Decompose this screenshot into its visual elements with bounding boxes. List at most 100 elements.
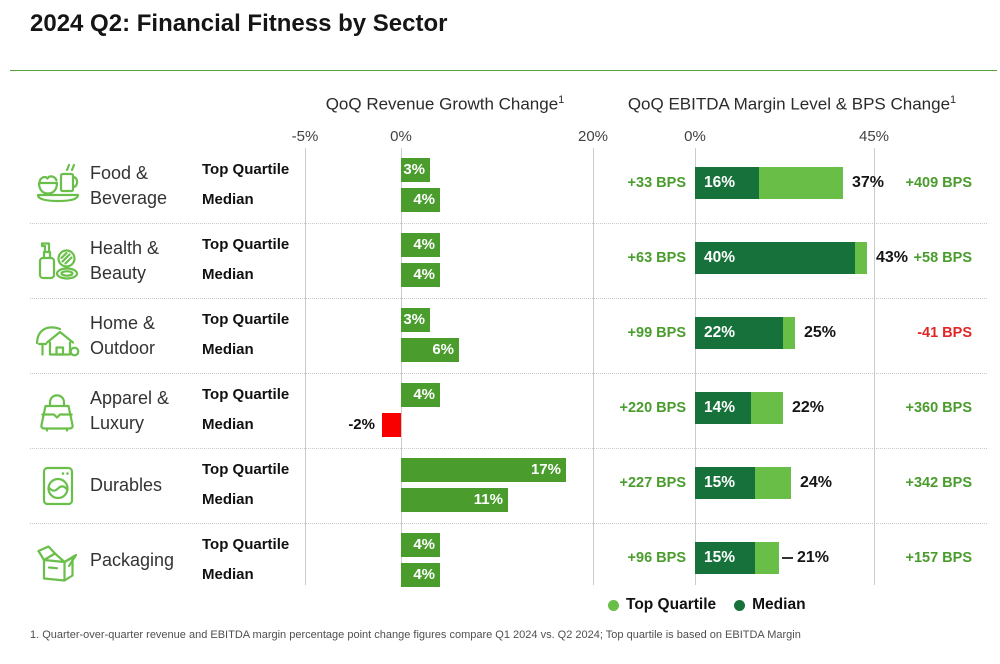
- median-bps-change: +99 BPS: [627, 325, 686, 341]
- ebitda-top-quartile-segment: [783, 317, 795, 349]
- bar-value-label: 3%: [403, 161, 425, 178]
- ebitda-median-segment: 15%: [695, 542, 755, 574]
- median-bps-change: +33 BPS: [627, 175, 686, 191]
- sector-label: Packaging: [90, 523, 202, 598]
- legend: Top Quartile Median: [608, 596, 806, 614]
- bar-total-label: 24%: [800, 474, 833, 491]
- legend-item-median: Median: [734, 596, 806, 614]
- bar-value-label: 3%: [403, 311, 425, 328]
- legend-label: Top Quartile: [626, 596, 717, 613]
- gridline: [305, 148, 306, 585]
- revenue-top-quartile-bar: 4%: [401, 383, 440, 407]
- ebitda-margin-bar: 16%: [695, 167, 843, 199]
- ebitda-median-segment: 40%: [695, 242, 855, 274]
- ebitda-median-segment: 15%: [695, 467, 755, 499]
- footnote: 1. Quarter-over-quarter revenue and EBIT…: [30, 629, 801, 641]
- packaging-icon: [30, 523, 86, 598]
- sector-label-line: Beverage: [90, 187, 168, 208]
- top-quartile-dot-icon: [608, 599, 619, 611]
- ebitda-axis-tick: 45%: [858, 128, 890, 145]
- sector-label: Health & Beauty: [90, 223, 202, 298]
- sector-label: Durables: [90, 448, 202, 523]
- revenue-top-quartile-bar: 3%: [401, 158, 430, 182]
- bar-total-label: 25%: [804, 324, 837, 341]
- bar-value-label: 15%: [704, 474, 736, 491]
- top-quartile-bps-change: +409 BPS: [905, 175, 972, 191]
- ebitda-margin-bar: 14%: [695, 392, 783, 424]
- revenue-top-quartile-bar: 4%: [401, 233, 440, 257]
- median-dot-icon: [734, 599, 746, 611]
- sector-label-line: Apparel &: [90, 388, 170, 409]
- revenue-chart-title: QoQ Revenue Growth Change1: [326, 94, 565, 115]
- footnote-marker: 1: [558, 94, 565, 106]
- top-quartile-row-label: Top Quartile: [202, 311, 290, 328]
- revenue-median-bar: 11%: [401, 488, 508, 512]
- sector-label-line: Health &: [90, 238, 160, 259]
- ebitda-axis-tick: 0%: [684, 128, 706, 145]
- revenue-axis-tick: 0%: [390, 128, 412, 145]
- ebitda-margin-bar: 15%: [695, 542, 779, 574]
- revenue-median-bar-negative: [382, 413, 401, 437]
- revenue-chart-title-text: QoQ Revenue Growth Change: [325, 94, 559, 114]
- row-separator: [30, 298, 987, 299]
- median-row-label: Median: [202, 191, 254, 208]
- sector-label-line: Beauty: [90, 262, 147, 283]
- revenue-axis-tick: -5%: [291, 128, 319, 145]
- bar-total-label: 21%: [797, 549, 830, 566]
- home-outdoor-icon: [30, 298, 86, 373]
- footnote-marker: 1: [950, 94, 957, 106]
- bar-total-label: 43%: [876, 249, 909, 266]
- bar-value-label: 6%: [432, 341, 454, 358]
- sector-label: Apparel & Luxury: [90, 373, 202, 448]
- bar-value-label: 4%: [413, 566, 435, 583]
- bar-value-label: 11%: [473, 491, 503, 508]
- sector-label-line: Packaging: [90, 550, 175, 571]
- revenue-median-bar: 4%: [401, 563, 440, 587]
- bar-value-label: 14%: [704, 399, 736, 416]
- bar-total-label: 37%: [852, 174, 885, 191]
- median-bps-change: +96 BPS: [627, 550, 686, 566]
- median-row-label: Median: [202, 266, 254, 283]
- bar-total-label: 22%: [792, 399, 825, 416]
- top-quartile-bps-change: +342 BPS: [905, 475, 972, 491]
- sector-label-line: Luxury: [90, 412, 145, 433]
- revenue-axis-tick: 20%: [577, 128, 609, 145]
- median-row-label: Median: [202, 491, 254, 508]
- health-beauty-icon: [30, 223, 86, 298]
- top-quartile-bps-change: -41 BPS: [917, 325, 972, 341]
- sector-label-line: Food &: [90, 163, 149, 184]
- legend-label: Median: [752, 596, 806, 613]
- revenue-top-quartile-bar: 4%: [401, 533, 440, 557]
- median-bps-change: +63 BPS: [627, 250, 686, 266]
- sector-label-line: Durables: [90, 475, 163, 496]
- sector-label-line: Outdoor: [90, 337, 156, 358]
- ebitda-top-quartile-segment: [759, 167, 843, 199]
- revenue-median-bar: 4%: [401, 188, 440, 212]
- top-quartile-row-label: Top Quartile: [202, 536, 290, 553]
- bar-value-label: 40%: [704, 249, 736, 266]
- ebitda-top-quartile-segment: [855, 242, 867, 274]
- median-row-label: Median: [202, 566, 254, 583]
- revenue-top-quartile-bar: 3%: [401, 308, 430, 332]
- revenue-median-bar: 6%: [401, 338, 459, 362]
- ebitda-top-quartile-segment: [755, 542, 779, 574]
- bar-value-label: 4%: [413, 191, 435, 208]
- median-bps-change: +227 BPS: [619, 475, 686, 491]
- ebitda-top-quartile-segment: [751, 392, 783, 424]
- revenue-top-quartile-bar: 17%: [401, 458, 566, 482]
- bar-value-label: 15%: [704, 549, 736, 566]
- ebitda-top-quartile-segment: [755, 467, 791, 499]
- median-row-label: Median: [202, 416, 254, 433]
- gridline: [695, 148, 696, 585]
- ebitda-margin-bar: 15%: [695, 467, 791, 499]
- apparel-luxury-icon: [30, 373, 86, 448]
- top-quartile-row-label: Top Quartile: [202, 161, 290, 178]
- bar-value-label: -2%: [348, 416, 375, 433]
- food-beverage-icon: [30, 148, 86, 223]
- top-quartile-row-label: Top Quartile: [202, 461, 290, 478]
- title-divider: [10, 70, 997, 71]
- page-title: 2024 Q2: Financial Fitness by Sector: [30, 10, 448, 37]
- top-quartile-bps-change: +360 BPS: [905, 400, 972, 416]
- durables-icon: [30, 448, 86, 523]
- top-quartile-bps-change: +157 BPS: [905, 550, 972, 566]
